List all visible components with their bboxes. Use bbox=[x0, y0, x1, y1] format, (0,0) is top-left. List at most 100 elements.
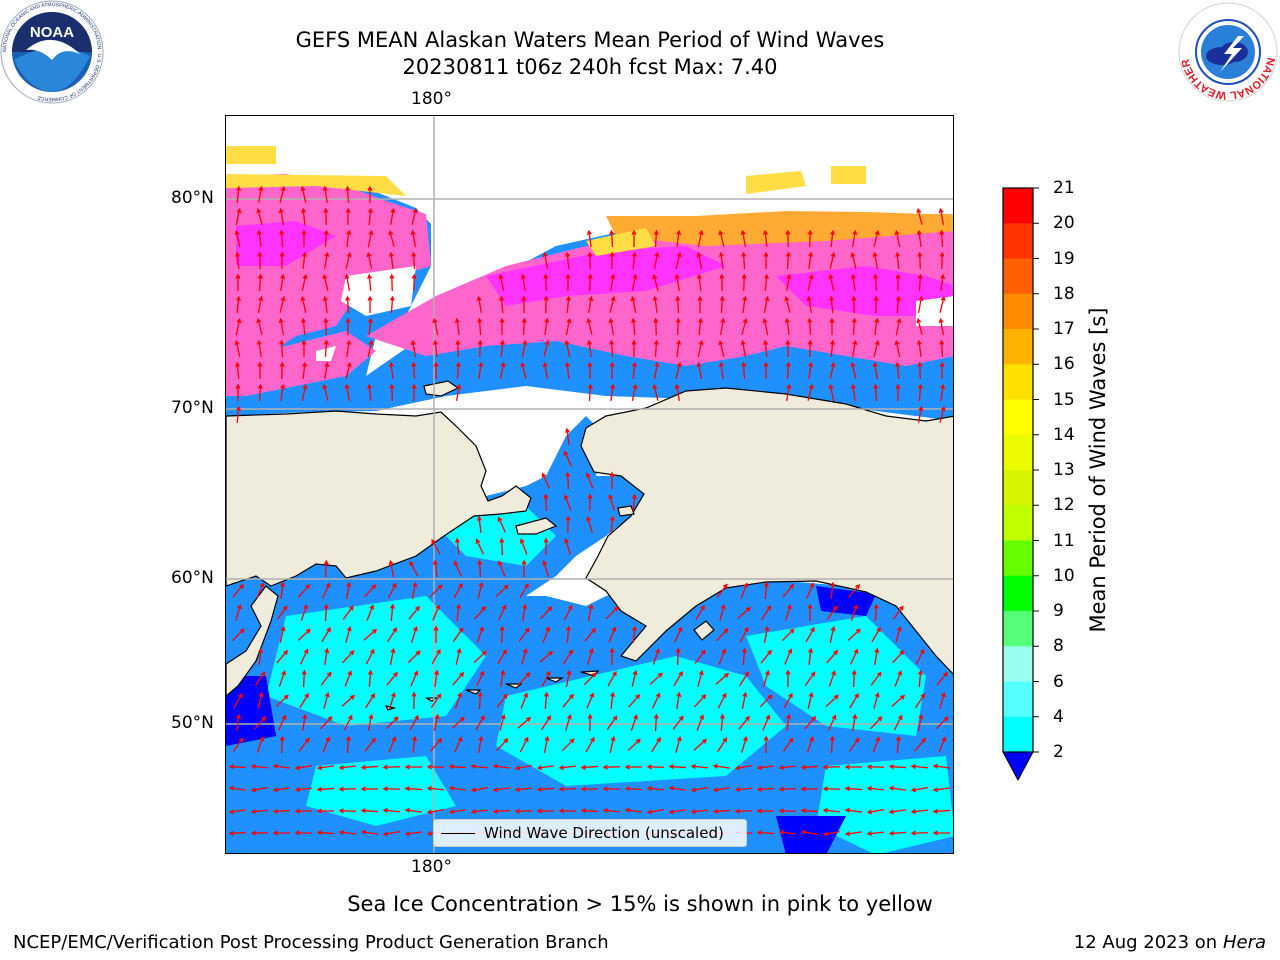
wind-wave-arrow bbox=[341, 694, 356, 707]
wind-wave-arrow bbox=[646, 808, 664, 815]
wind-wave-arrow bbox=[917, 383, 923, 402]
wind-wave-arrow bbox=[543, 295, 549, 314]
wind-wave-arrow bbox=[607, 670, 617, 687]
wind-wave-arrow bbox=[338, 765, 357, 770]
wind-wave-arrow bbox=[235, 207, 242, 225]
colorbar-tick-label: 16 bbox=[1053, 354, 1075, 375]
wind-wave-arrow bbox=[411, 273, 417, 292]
wind-wave-arrow bbox=[587, 713, 593, 732]
wind-wave-arrow bbox=[250, 809, 269, 814]
wind-wave-arrow bbox=[470, 764, 489, 769]
wind-wave-arrow bbox=[894, 229, 901, 247]
wind-wave-arrow bbox=[587, 648, 594, 665]
wind-wave-arrow bbox=[389, 383, 395, 402]
wind-wave-arrow bbox=[844, 831, 863, 837]
wind-wave-arrow bbox=[497, 560, 506, 577]
wind-wave-arrow bbox=[301, 273, 308, 291]
wind-wave-arrow bbox=[653, 229, 659, 248]
wind-wave-arrow bbox=[609, 361, 615, 380]
wind-wave-arrow bbox=[830, 581, 836, 600]
wind-wave-arrow bbox=[389, 603, 395, 622]
wind-wave-arrow bbox=[565, 714, 572, 731]
wind-wave-arrow bbox=[475, 538, 484, 555]
wind-wave-arrow bbox=[807, 691, 814, 709]
wind-wave-arrow bbox=[602, 808, 621, 813]
wind-wave-arrow bbox=[541, 670, 551, 687]
lat-label-70n: 70°N bbox=[171, 398, 214, 418]
wind-wave-arrow bbox=[404, 831, 423, 837]
wind-wave-arrow bbox=[763, 295, 770, 313]
wind-wave-arrow bbox=[785, 229, 791, 248]
sea-ice-note: Sea Ice Concentration > 15% is shown in … bbox=[347, 892, 933, 916]
wind-wave-arrow bbox=[474, 605, 487, 620]
wind-wave-arrow bbox=[365, 648, 375, 665]
wind-wave-arrow bbox=[914, 737, 926, 752]
wind-wave-arrow bbox=[828, 714, 837, 731]
wind-wave-arrow bbox=[895, 361, 900, 380]
wind-wave-direction-arrows bbox=[228, 185, 951, 837]
wind-wave-arrow bbox=[939, 295, 946, 313]
wind-wave-arrow bbox=[786, 713, 792, 732]
wind-wave-arrow bbox=[866, 764, 885, 770]
wind-wave-arrow bbox=[675, 251, 682, 269]
legend-label: Wind Wave Direction (unscaled) bbox=[484, 824, 724, 842]
wind-wave-arrow bbox=[631, 229, 637, 247]
wind-wave-arrow bbox=[697, 229, 704, 247]
wind-wave-arrow bbox=[250, 786, 268, 793]
wind-wave-arrow bbox=[475, 714, 485, 731]
wind-wave-arrow bbox=[365, 693, 376, 709]
wind-wave-arrow bbox=[866, 786, 885, 791]
wind-wave-arrow bbox=[719, 273, 725, 292]
wind-wave-arrow bbox=[785, 339, 791, 358]
colorbar bbox=[1002, 187, 1039, 782]
wind-wave-arrow bbox=[563, 604, 573, 621]
wind-wave-arrow bbox=[892, 650, 905, 664]
wind-wave-arrow bbox=[829, 251, 836, 269]
wind-wave-arrow bbox=[345, 207, 351, 226]
colorbar-tick-label: 15 bbox=[1053, 389, 1075, 410]
wind-wave-arrow bbox=[520, 692, 529, 709]
wind-wave-arrow bbox=[785, 251, 791, 270]
wind-wave-arrow bbox=[367, 229, 374, 247]
wind-wave-arrow bbox=[850, 648, 859, 665]
wind-wave-arrow bbox=[587, 295, 594, 313]
wind-wave-arrow bbox=[850, 251, 857, 269]
wind-wave-arrow bbox=[646, 786, 665, 791]
wind-wave-arrow bbox=[586, 229, 592, 248]
wind-wave-arrow bbox=[672, 715, 684, 730]
wind-wave-arrow bbox=[542, 560, 549, 577]
wind-wave-arrow bbox=[300, 648, 309, 665]
wind-wave-arrow bbox=[808, 647, 814, 666]
wind-wave-arrow bbox=[785, 669, 791, 688]
wind-wave-arrow bbox=[631, 273, 638, 291]
wind-wave-arrow bbox=[346, 581, 352, 600]
wind-wave-arrow bbox=[674, 626, 683, 643]
wind-wave-arrow bbox=[851, 229, 858, 247]
wind-wave-arrow bbox=[256, 317, 263, 335]
colorbar-tick-label: 2 bbox=[1053, 742, 1064, 762]
wind-wave-arrow bbox=[756, 765, 775, 771]
wind-wave-arrow bbox=[585, 472, 594, 489]
wind-wave-arrow bbox=[498, 273, 505, 291]
wind-wave-arrow bbox=[520, 361, 527, 379]
wind-wave-arrow bbox=[367, 273, 372, 292]
wind-wave-arrow bbox=[387, 627, 398, 643]
wind-wave-arrow bbox=[565, 515, 571, 534]
sea-ice-layer bbox=[226, 146, 953, 446]
wind-wave-arrow bbox=[558, 765, 577, 770]
wind-wave-arrow bbox=[257, 295, 264, 313]
wind-wave-arrow bbox=[712, 787, 731, 793]
wind-wave-arrow bbox=[717, 737, 728, 753]
wind-wave-arrow bbox=[763, 229, 768, 248]
wind-wave-arrow bbox=[316, 786, 335, 792]
wind-wave-arrow bbox=[360, 829, 379, 835]
wind-wave-arrow bbox=[404, 764, 422, 770]
wind-wave-arrow bbox=[763, 581, 769, 600]
wind-wave-arrow bbox=[431, 648, 441, 665]
wind-wave-arrow bbox=[718, 339, 725, 357]
wind-wave-arrow bbox=[800, 786, 818, 792]
wind-wave-arrow bbox=[367, 713, 374, 731]
wind-wave-arrow bbox=[564, 339, 571, 357]
wind-wave-arrow bbox=[429, 584, 443, 598]
wind-wave-arrow bbox=[697, 669, 704, 687]
